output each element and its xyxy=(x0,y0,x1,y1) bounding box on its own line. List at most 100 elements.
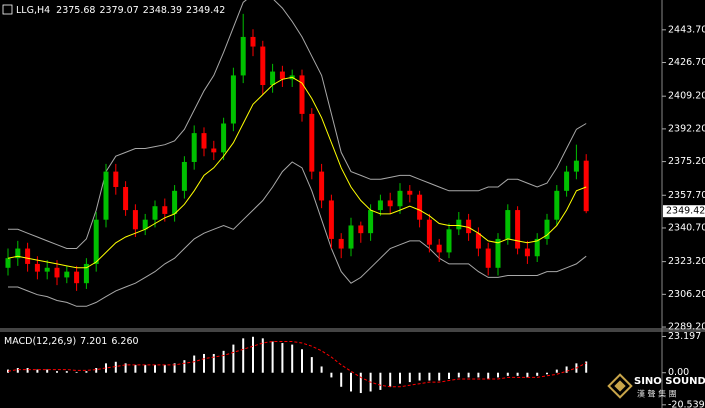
macd-bar xyxy=(65,371,68,373)
macd-bar xyxy=(281,343,284,373)
macd-bar xyxy=(389,372,392,387)
candle-body xyxy=(436,244,442,253)
candle-body xyxy=(309,113,315,172)
macd-bar xyxy=(565,366,568,373)
macd-bar xyxy=(252,336,254,373)
price-label-box xyxy=(663,205,705,218)
macd-bar xyxy=(536,372,539,376)
candle-body xyxy=(426,219,432,245)
y-tick-label: 2443.70 xyxy=(668,24,705,35)
candle-body xyxy=(5,258,11,268)
candle-body xyxy=(15,248,21,259)
candle-body xyxy=(534,238,540,257)
macd-bar xyxy=(163,364,166,373)
candle-body xyxy=(564,171,570,191)
macd-bar xyxy=(320,366,323,373)
macd-bar xyxy=(26,368,29,373)
macd-bar xyxy=(350,372,352,392)
candle-body xyxy=(54,267,60,278)
candle-body xyxy=(260,46,266,86)
candle-body xyxy=(113,171,119,187)
macd-bar xyxy=(85,371,88,373)
low-value: 2348.39 xyxy=(143,5,182,16)
macd-bar xyxy=(438,372,441,381)
candle-body xyxy=(103,171,109,220)
macd-bar xyxy=(330,372,333,378)
y-tick-label: 2392.20 xyxy=(668,123,705,134)
candle-body xyxy=(162,206,168,214)
header-icon xyxy=(2,4,13,15)
candle-body xyxy=(583,160,589,212)
macd-bar xyxy=(516,372,519,376)
macd-bar xyxy=(173,363,176,373)
candle-body xyxy=(123,186,129,211)
macd-bar xyxy=(408,372,411,383)
macd-bar xyxy=(242,338,245,373)
candle-body xyxy=(573,160,579,172)
macd-bar xyxy=(379,372,382,390)
candle-body xyxy=(466,219,472,234)
macd-bar xyxy=(506,372,509,376)
y-tick-label: 2306.20 xyxy=(668,289,705,300)
candle-body xyxy=(191,133,197,162)
macd-bar xyxy=(232,344,235,373)
macd-bar xyxy=(526,372,529,378)
candle-body xyxy=(407,190,413,195)
candle-body xyxy=(377,200,383,211)
macd-bar xyxy=(222,350,225,373)
candle-body xyxy=(44,267,50,272)
y-tick-label: 23.197 xyxy=(668,331,701,342)
high-value: 2379.07 xyxy=(99,5,138,16)
macd-bar xyxy=(144,364,147,373)
macd-bar xyxy=(124,363,127,373)
macd-bar xyxy=(359,372,362,394)
candle-body xyxy=(475,233,481,249)
macd-bar xyxy=(555,369,558,373)
y-tick-label: 2426.70 xyxy=(668,57,705,68)
macd-bar xyxy=(193,355,196,373)
candle-body xyxy=(172,190,178,214)
y-tick-label: -20.539 xyxy=(668,399,705,408)
candle-body xyxy=(152,206,158,220)
candle-body xyxy=(397,190,403,207)
macd-bar xyxy=(114,361,117,373)
macd-bar xyxy=(301,349,303,373)
macd-bar xyxy=(75,371,78,373)
y-tick-label: 2375.20 xyxy=(668,156,705,167)
macd-value: 7.201 xyxy=(80,336,107,347)
macd-bar xyxy=(134,364,137,373)
candle-body xyxy=(181,161,187,191)
candle-body xyxy=(279,71,285,80)
macd-plot xyxy=(7,336,588,394)
signal-line xyxy=(7,341,587,388)
candle-body xyxy=(348,225,354,249)
macd-bar xyxy=(183,360,186,373)
header: LLG,H4 2375.68 2379.07 2348.39 2349.42 MACD(… xyxy=(2,4,225,347)
macd-title: MACD(12,26,9) xyxy=(4,336,76,347)
macd-bar xyxy=(46,369,49,373)
candle-body xyxy=(368,210,374,234)
macd-bar xyxy=(271,341,274,373)
candle-body xyxy=(211,148,217,153)
logo-name: SINO SOUND xyxy=(634,376,705,387)
macd-bar xyxy=(36,369,39,373)
candle-body xyxy=(240,36,246,76)
macd-bar xyxy=(477,372,480,378)
macd-bar xyxy=(428,372,431,381)
candle-body xyxy=(132,210,138,230)
macd-bar xyxy=(154,364,156,373)
macd-bar xyxy=(457,372,460,378)
candle-body xyxy=(270,71,276,86)
candle-body xyxy=(221,123,227,153)
candle-body xyxy=(544,219,550,239)
candle-body xyxy=(142,219,148,230)
candle-body xyxy=(328,200,334,239)
candle-body xyxy=(319,171,325,201)
open-value: 2375.68 xyxy=(56,5,95,16)
macd-bar xyxy=(399,372,401,384)
macd-bar xyxy=(418,372,421,381)
signal-value: 6.260 xyxy=(111,336,138,347)
symbol: LLG,H4 xyxy=(16,5,50,16)
candle-body xyxy=(505,210,511,239)
macd-header: MACD(12,26,9) 7.201 6.260 xyxy=(4,336,139,347)
